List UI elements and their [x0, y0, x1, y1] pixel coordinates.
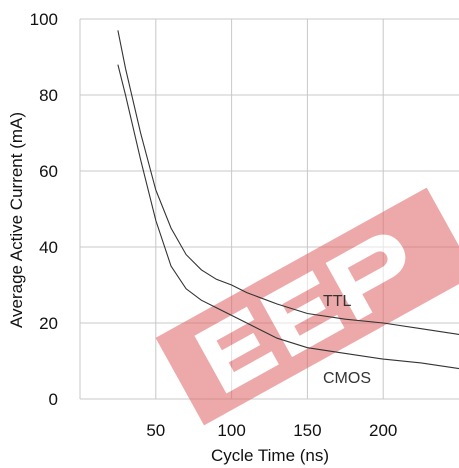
series-line-ttl — [117, 30, 459, 335]
y-tick-label: 100 — [30, 10, 58, 29]
y-tick-label: 20 — [39, 314, 58, 333]
series-label-cmos: CMOS — [323, 370, 371, 387]
series-lines — [117, 30, 459, 370]
watermark-logo — [155, 187, 459, 426]
x-tick-label: 200 — [369, 421, 397, 440]
x-tick-label: 100 — [217, 421, 245, 440]
y-tick-label: 0 — [49, 390, 58, 409]
y-tick-label: 40 — [39, 238, 58, 257]
tick-labels: 0 20 40 60 80 100 50 100 150 200 — [30, 10, 398, 440]
y-tick-label: 60 — [39, 162, 58, 181]
series-label-ttl: TTL — [323, 293, 352, 310]
y-axis-title: Average Active Current (mA) — [7, 112, 26, 328]
series-line-cmos — [117, 64, 459, 370]
x-tick-label: 150 — [293, 421, 321, 440]
x-axis-title: Cycle Time (ns) — [211, 446, 329, 465]
x-tick-label: 50 — [146, 421, 165, 440]
y-tick-label: 80 — [39, 86, 58, 105]
